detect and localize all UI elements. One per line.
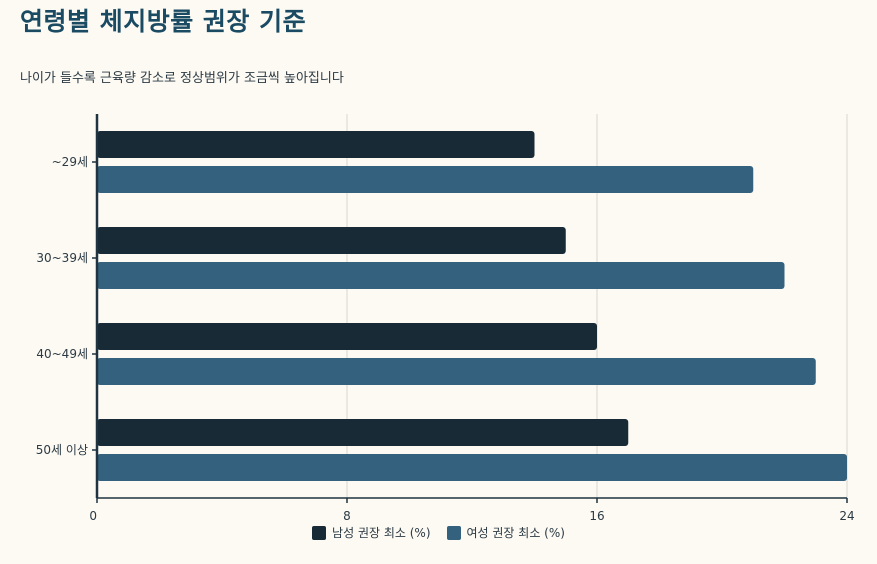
chart-title: 연령별 체지방률 권장 기준 [20, 7, 307, 36]
bar-male-3 [97, 323, 597, 350]
x-tick-label: 16 [589, 509, 604, 523]
legend-swatch-female [446, 525, 461, 540]
y-tick-label: ~29세 [52, 155, 88, 169]
chart-subtitle: 나이가 들수록 근육량 감소로 정상범위가 조금씩 높아집니다 [20, 71, 344, 86]
bar-female-2 [97, 262, 785, 289]
y-tick-label: 30~39세 [36, 251, 88, 265]
x-tick-label: 0 [89, 509, 97, 523]
bar-male-1 [97, 131, 535, 158]
legend-label-female: 여성 권장 최소 (%) [466, 526, 565, 540]
x-tick-label: 8 [343, 509, 351, 523]
y-tick-label: 40~49세 [36, 347, 88, 361]
y-tick-label: 50세 이상 [36, 443, 88, 457]
legend-swatch-male [312, 525, 327, 540]
bar-female-3 [97, 358, 816, 385]
x-tick-label: 24 [839, 509, 854, 523]
legend-label-male: 남성 권장 최소 (%) [332, 526, 431, 540]
bar-male-2 [97, 227, 566, 254]
bar-male-4 [97, 419, 629, 446]
chart-legend: 남성 권장 최소 (%) 여성 권장 최소 (%) [0, 524, 877, 541]
bar-female-4 [97, 454, 847, 481]
legend-item-male: 남성 권장 최소 (%) [312, 524, 431, 541]
legend-item-female: 여성 권장 최소 (%) [446, 524, 565, 541]
bar-female-1 [97, 166, 754, 193]
